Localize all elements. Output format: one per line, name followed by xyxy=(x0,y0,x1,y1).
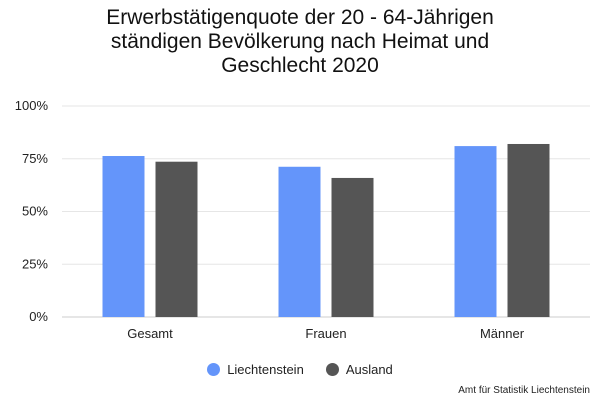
bar-liechtenstein-frauen[interactable] xyxy=(278,166,321,317)
y-tick-label-1: 25% xyxy=(22,256,48,271)
chart-title-line-1: Erwerbstätigenquote der 20 - 64-Jährigen xyxy=(106,6,494,29)
bar-ausland-frauen[interactable] xyxy=(331,177,374,317)
y-tick-label-4: 100% xyxy=(15,98,49,113)
bar-liechtenstein-gesamt[interactable] xyxy=(102,156,145,317)
chart-title-line-2: ständigen Bevölkerung nach Heimat und xyxy=(110,30,490,53)
legend-dot-ausland xyxy=(325,363,339,376)
x-tick-label-2: Männer xyxy=(480,326,525,341)
chart-title: Erwerbstätigenquote der 20 - 64-Jährigen… xyxy=(0,6,600,78)
bar-liechtenstein-männer[interactable] xyxy=(454,146,497,317)
y-tick-label-3: 75% xyxy=(22,151,48,166)
chart-legend: Liechtenstein Ausland xyxy=(0,362,600,377)
x-tick-label-0: Gesamt xyxy=(127,326,173,341)
y-tick-label-0: 0% xyxy=(29,309,48,324)
legend-dot-liechtenstein xyxy=(207,363,221,376)
source-note: Amt für Statistik Liechtenstein xyxy=(458,385,590,396)
legend-item-ausland[interactable]: Ausland xyxy=(325,362,393,377)
bar-ausland-männer[interactable] xyxy=(507,143,550,317)
legend-label-ausland: Ausland xyxy=(345,362,393,377)
legend-item-liechtenstein[interactable]: Liechtenstein xyxy=(207,362,304,377)
x-tick-label-1: Frauen xyxy=(305,326,346,341)
bar-ausland-gesamt[interactable] xyxy=(155,161,198,317)
legend-label-liechtenstein: Liechtenstein xyxy=(227,362,304,377)
chart-title-line-3: Geschlecht 2020 xyxy=(221,54,379,77)
y-tick-label-2: 50% xyxy=(22,204,48,219)
